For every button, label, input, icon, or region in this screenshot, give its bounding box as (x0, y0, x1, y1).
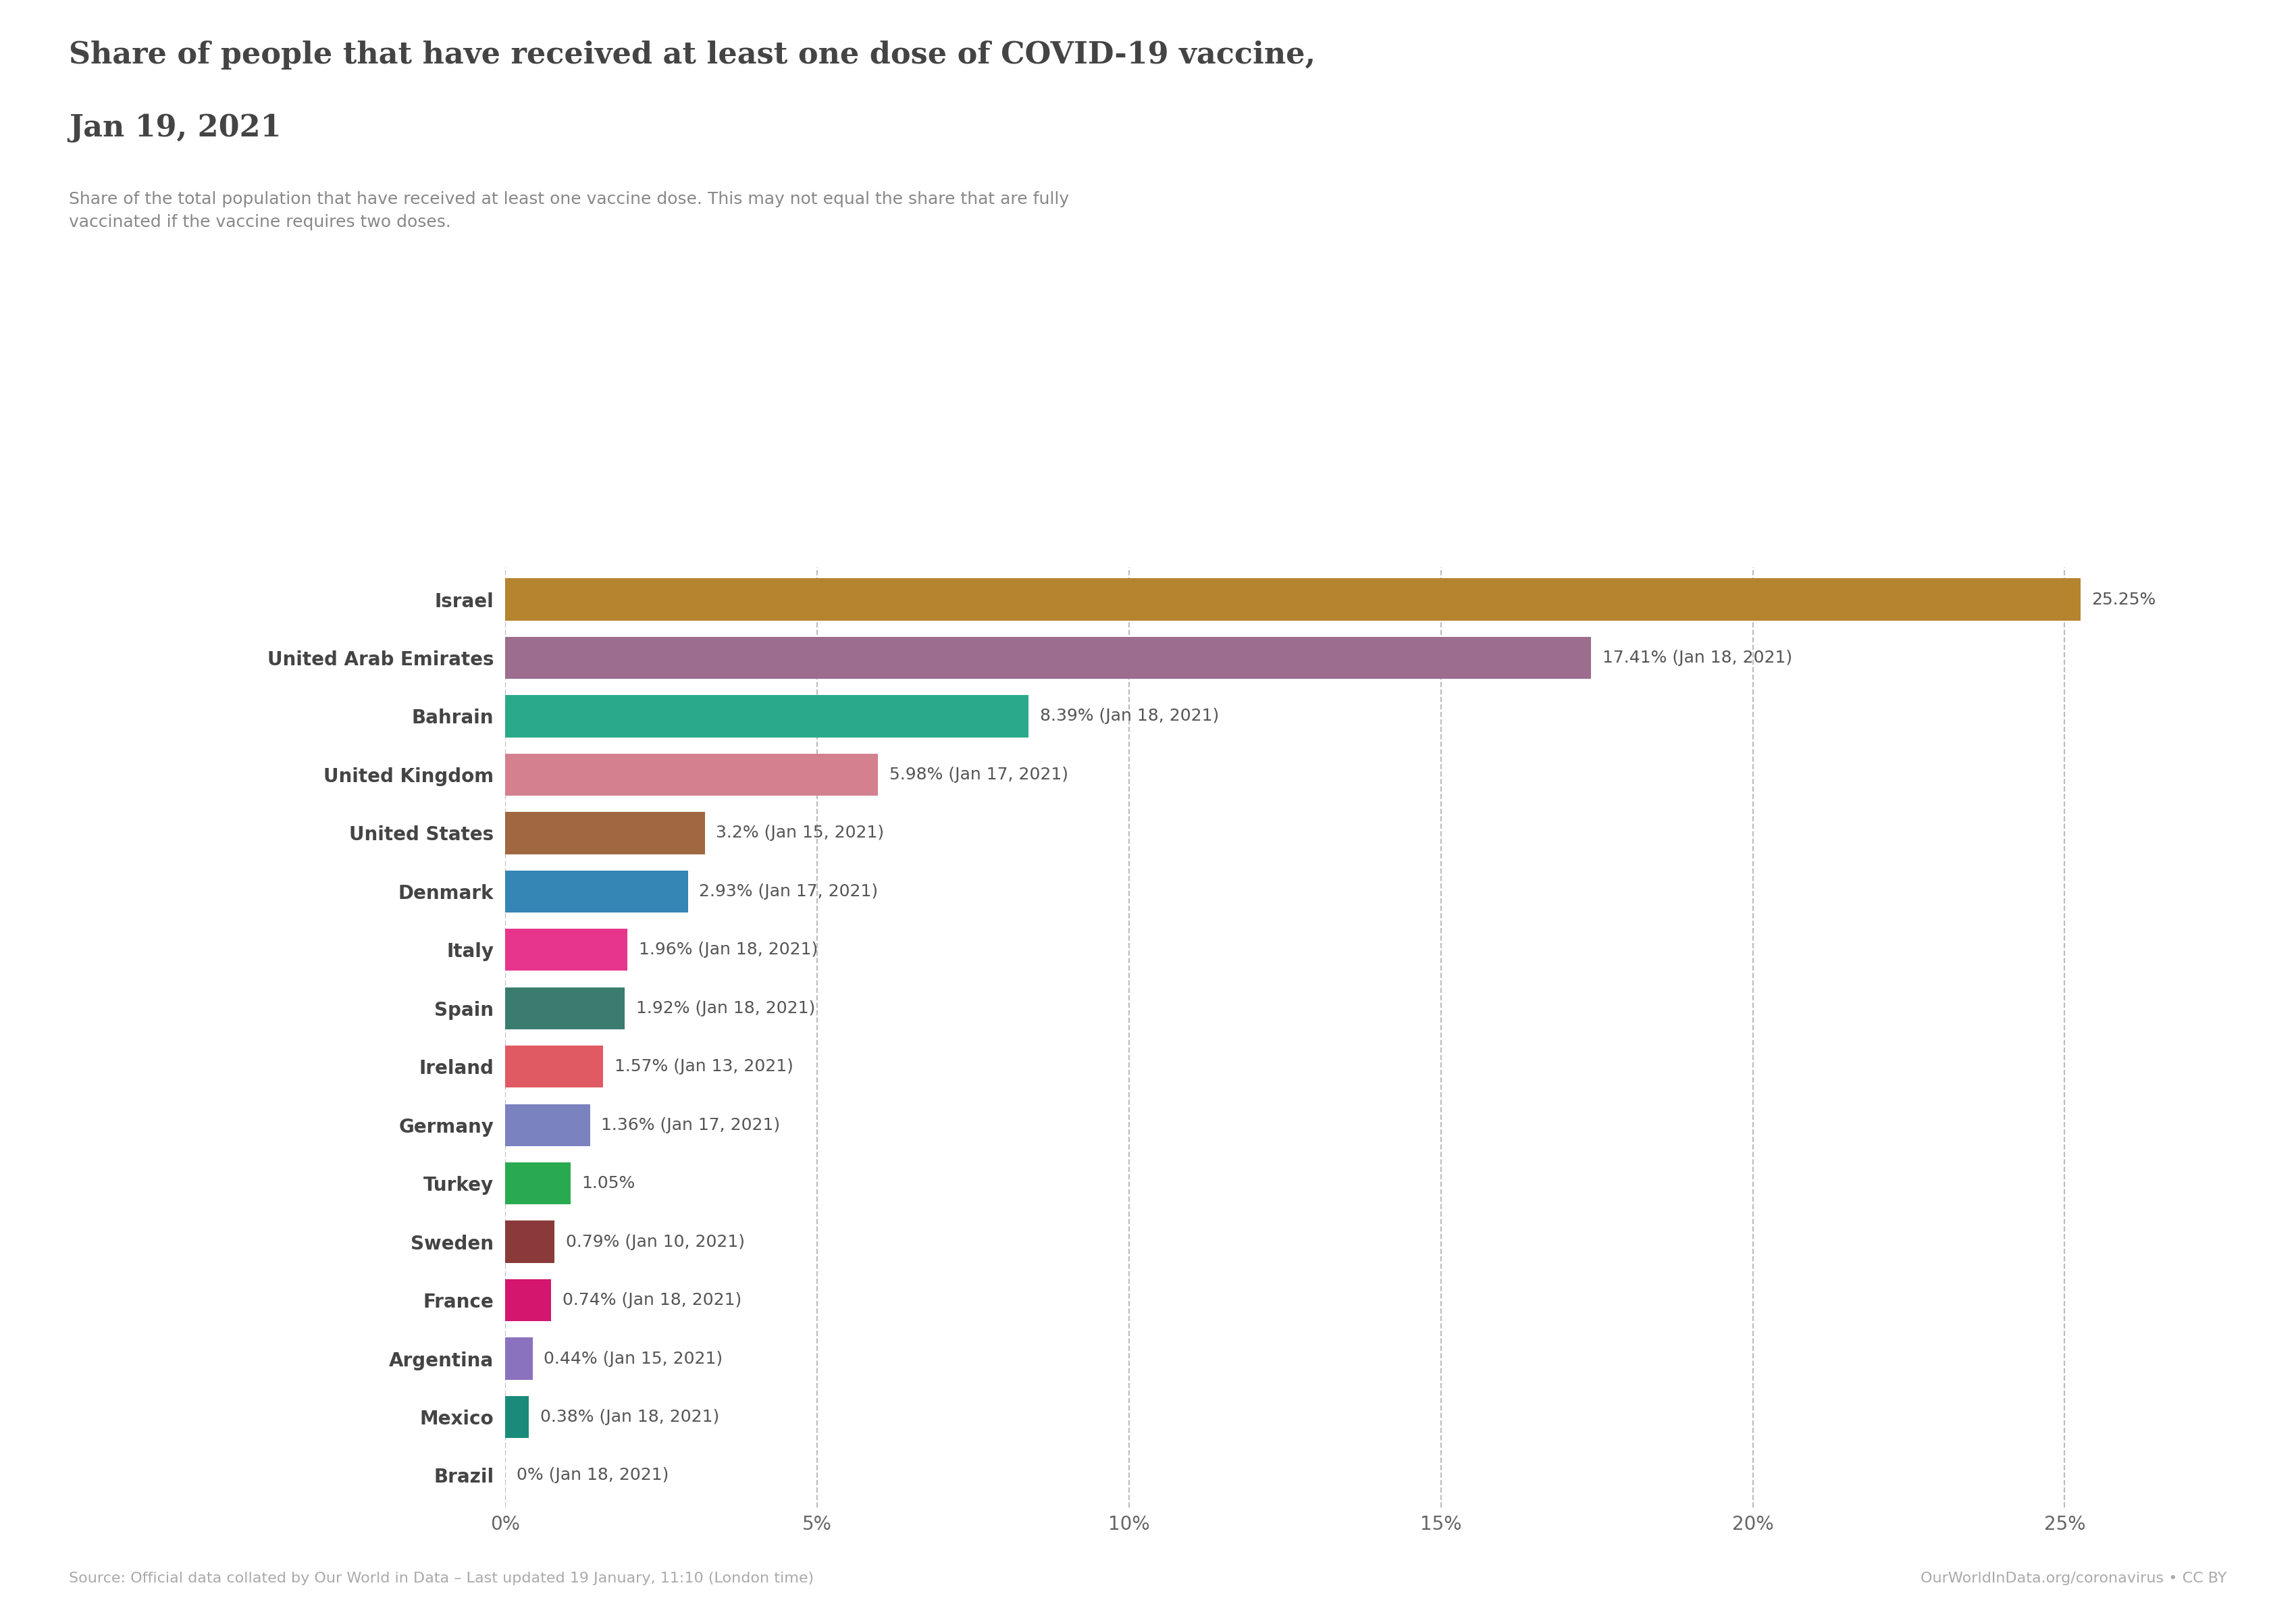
Text: 25.25%: 25.25% (2092, 592, 2156, 608)
Text: 0% (Jan 18, 2021): 0% (Jan 18, 2021) (517, 1467, 668, 1483)
Text: 0.79% (Jan 10, 2021): 0.79% (Jan 10, 2021) (565, 1234, 744, 1250)
Bar (505, 1396, 528, 1438)
Text: Share of people that have received at least one dose of COVID-19 vaccine,: Share of people that have received at le… (69, 41, 1316, 70)
Text: 3.2% (Jan 15, 2021): 3.2% (Jan 15, 2021) (716, 825, 884, 841)
Text: 2.93% (Jan 17, 2021): 2.93% (Jan 17, 2021) (698, 883, 877, 900)
Text: 1.36% (Jan 17, 2021): 1.36% (Jan 17, 2021) (602, 1117, 781, 1133)
Bar (505, 929, 627, 971)
Text: OurWorldInData.org/coronavirus • CC BY: OurWorldInData.org/coronavirus • CC BY (1922, 1572, 2227, 1585)
Bar (505, 1104, 590, 1146)
Bar (505, 870, 689, 913)
Text: 8.39% (Jan 18, 2021): 8.39% (Jan 18, 2021) (1040, 708, 1219, 725)
Bar (505, 1046, 604, 1088)
Text: Share of the total population that have received at least one vaccine dose. This: Share of the total population that have … (69, 191, 1070, 230)
Text: 0.44% (Jan 15, 2021): 0.44% (Jan 15, 2021) (544, 1350, 723, 1367)
Text: 5.98% (Jan 17, 2021): 5.98% (Jan 17, 2021) (889, 767, 1068, 783)
Text: Source: Official data collated by Our World in Data – Last updated 19 January, 1: Source: Official data collated by Our Wo… (69, 1572, 813, 1585)
Bar (505, 1337, 533, 1379)
Bar (505, 1279, 551, 1321)
Text: 1.57% (Jan 13, 2021): 1.57% (Jan 13, 2021) (615, 1059, 792, 1075)
Text: 1.92% (Jan 18, 2021): 1.92% (Jan 18, 2021) (636, 1000, 815, 1016)
Bar (505, 812, 705, 854)
Text: 1.05%: 1.05% (581, 1175, 636, 1191)
Bar (505, 1221, 553, 1263)
Bar (505, 754, 877, 796)
Text: 1.96% (Jan 18, 2021): 1.96% (Jan 18, 2021) (638, 942, 817, 958)
Bar (505, 987, 625, 1029)
Text: Jan 19, 2021: Jan 19, 2021 (69, 113, 280, 143)
Text: Our World: Our World (2073, 57, 2177, 75)
Bar (505, 1162, 572, 1204)
Bar (505, 695, 1029, 738)
Text: in Data: in Data (2089, 105, 2161, 123)
Text: 0.74% (Jan 18, 2021): 0.74% (Jan 18, 2021) (563, 1292, 742, 1308)
Text: 0.38% (Jan 18, 2021): 0.38% (Jan 18, 2021) (540, 1409, 719, 1425)
Bar (505, 579, 2080, 621)
Text: 17.41% (Jan 18, 2021): 17.41% (Jan 18, 2021) (1603, 650, 1793, 666)
Bar (505, 637, 1591, 679)
